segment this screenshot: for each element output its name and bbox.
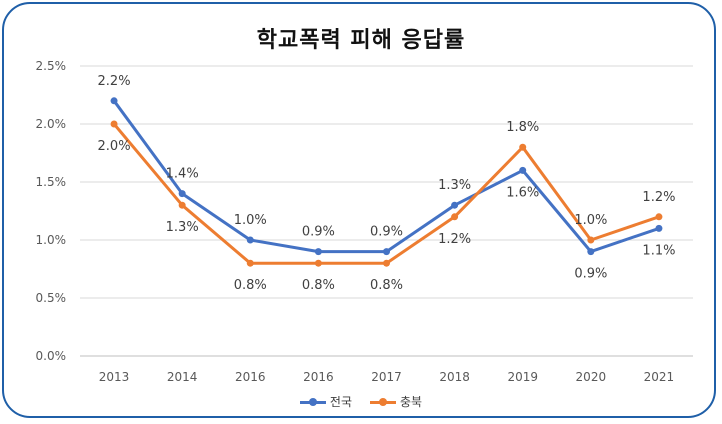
x-tick-label: 2018 xyxy=(439,370,470,384)
x-tick-label: 2013 xyxy=(99,370,130,384)
legend-item-1: 충북 xyxy=(370,393,422,410)
data-label: 0.9% xyxy=(370,225,403,240)
y-axis: 0.0% 0.5% 1.0% 1.5% 2.0% 2.5% xyxy=(36,59,67,363)
data-label: 1.6% xyxy=(506,185,539,200)
x-tick-label: 2020 xyxy=(576,370,607,384)
y-tick-label: 1.0% xyxy=(36,233,67,247)
legend-label-1: 충북 xyxy=(400,395,423,409)
data-point xyxy=(655,213,663,221)
data-point xyxy=(110,120,118,128)
chart-title: 학교폭력 피해 응답률 xyxy=(256,28,466,53)
data-label: 1.3% xyxy=(166,220,199,235)
legend-swatch-0 xyxy=(299,397,326,407)
data-label: 2.2% xyxy=(98,74,131,89)
data-label: 1.4% xyxy=(166,167,199,182)
data-label: 2.0% xyxy=(98,139,131,154)
x-tick-label: 2017 xyxy=(371,370,402,384)
data-point xyxy=(314,259,322,267)
data-label: 1.8% xyxy=(506,120,539,135)
gridlines xyxy=(80,65,693,357)
legend-swatch-1 xyxy=(370,397,396,407)
data-point xyxy=(587,248,595,256)
y-tick-label: 2.0% xyxy=(36,117,67,131)
data-labels: 2.2% 2.0% 1.4% 1.3% 1.0% 0.8% 0.9% 0.8% 0.9% 0.8%… xyxy=(98,74,676,293)
data-point xyxy=(451,213,459,221)
x-tick-label: 2016 xyxy=(235,370,266,384)
data-point xyxy=(519,143,527,151)
legend: 전국 충북 xyxy=(0,393,722,410)
x-tick-label: 2019 xyxy=(507,370,538,384)
x-tick-label: 2021 xyxy=(644,370,675,384)
data-label: 1.0% xyxy=(574,213,607,228)
y-tick-label: 0.5% xyxy=(36,291,67,305)
data-label: 0.8% xyxy=(302,278,335,293)
data-point xyxy=(383,248,390,256)
data-point xyxy=(178,190,186,198)
x-axis: 2013 2014 2016 2016 2017 2018 2019 2020 2021 xyxy=(99,370,674,384)
data-label: 0.8% xyxy=(370,278,403,293)
data-point xyxy=(110,97,118,105)
data-point xyxy=(314,248,322,256)
data-label: 1.3% xyxy=(438,178,471,193)
data-point xyxy=(451,201,459,209)
series-line-1 xyxy=(112,122,661,265)
y-tick-label: 0.0% xyxy=(36,349,67,363)
legend-item-0: 전국 xyxy=(299,393,352,410)
data-label: 1.0% xyxy=(234,213,267,228)
data-point xyxy=(383,259,390,267)
data-point xyxy=(246,236,254,244)
data-label: 1.1% xyxy=(642,243,675,258)
data-point xyxy=(519,166,527,174)
data-point xyxy=(178,201,186,209)
data-label: 0.9% xyxy=(574,267,607,282)
y-tick-label: 1.5% xyxy=(36,175,67,189)
data-point xyxy=(587,236,595,244)
x-tick-label: 2016 xyxy=(303,370,334,384)
y-tick-label: 2.5% xyxy=(36,59,67,73)
data-point xyxy=(246,259,254,267)
chart-frame xyxy=(2,2,716,418)
data-label: 1.2% xyxy=(642,190,675,205)
data-label: 0.9% xyxy=(302,225,335,240)
series-points xyxy=(110,97,663,267)
data-point xyxy=(655,224,663,232)
x-tick-label: 2014 xyxy=(167,370,198,384)
data-label: 1.2% xyxy=(438,232,471,247)
legend-label-0: 전국 xyxy=(329,395,352,409)
data-label: 0.8% xyxy=(234,278,267,293)
